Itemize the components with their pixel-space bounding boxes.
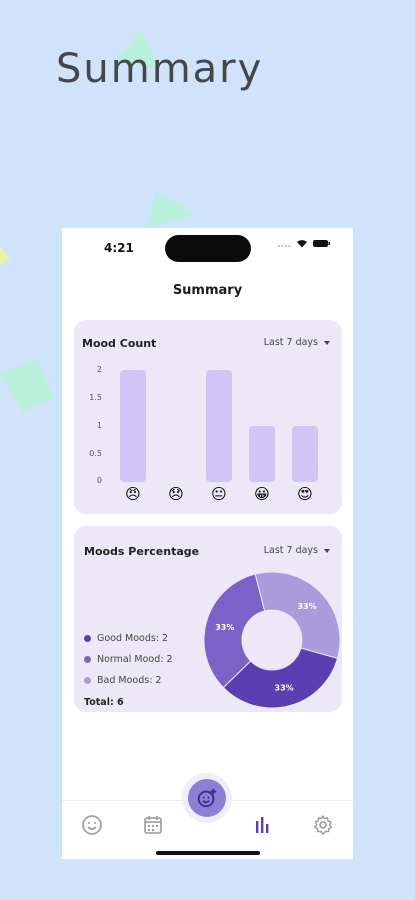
y-tick: 1.5 (89, 393, 102, 402)
legend-dot (84, 656, 91, 663)
y-tick: 0 (96, 476, 102, 485)
mood-count-chart (120, 370, 318, 482)
hero-title: Summary (56, 46, 264, 92)
range-label: Last 7 days (263, 545, 318, 556)
add-mood-icon (197, 788, 217, 808)
screen-title: Summary (172, 283, 243, 298)
moods-percentage-card: Moods Percentage Last 7 days Good Moods:… (74, 526, 342, 712)
legend: Good Moods: 2 Normal Mood: 2 Bad Moods: … (84, 628, 173, 708)
legend-dot (84, 677, 91, 684)
mood-emoji-tick: 😠 (125, 485, 141, 503)
donut-slice (203, 573, 266, 689)
donut-slice (222, 647, 339, 709)
bar (249, 426, 275, 482)
moods-donut-chart: 33% 33% 33% (203, 571, 341, 709)
mood-emoji-tick: 😀 (254, 485, 270, 503)
gear-icon[interactable] (311, 813, 335, 837)
status-icons (277, 239, 331, 248)
status-time: 4:21 (104, 241, 134, 255)
total-label: Total: 6 (84, 697, 124, 708)
mood-emoji-tick: 😍 (297, 485, 313, 503)
legend-item-normal: Normal Mood: 2 (84, 649, 173, 670)
signal-icon (278, 244, 291, 247)
phone-screen: 4:21 Summary Mood Count Last 7 days 2 1.… (62, 228, 353, 859)
status-bar: 4:21 (62, 228, 353, 268)
slice-label: 33% (215, 623, 234, 632)
y-tick: 1 (96, 421, 102, 430)
legend-label: Normal Mood: 2 (97, 654, 173, 665)
moods-percentage-title: Moods Percentage (84, 545, 200, 558)
mood-face-icon[interactable] (80, 813, 104, 837)
range-label: Last 7 days (263, 337, 318, 348)
y-tick: 0.5 (89, 449, 102, 458)
caret-down-icon (324, 340, 330, 345)
slice-label: 33% (297, 602, 316, 611)
caret-down-icon (324, 548, 330, 553)
mood-emoji-tick: 😞 (168, 485, 184, 503)
bottom-navigation (62, 779, 353, 859)
add-mood-button[interactable] (188, 779, 226, 817)
dynamic-island (165, 235, 251, 262)
mood-emoji-tick: 😐 (211, 485, 227, 503)
legend-item-bad: Bad Moods: 2 (84, 670, 173, 691)
mood-count-range-dropdown[interactable]: Last 7 days (264, 337, 330, 348)
bar (206, 370, 232, 482)
bar-chart-icon[interactable] (250, 813, 274, 837)
donut-slice (254, 571, 341, 659)
legend-label: Good Moods: 2 (97, 633, 169, 644)
mood-count-title: Mood Count (82, 337, 157, 350)
y-tick: 2 (96, 365, 102, 374)
calendar-icon[interactable] (141, 813, 165, 837)
legend-label: Bad Moods: 2 (97, 675, 162, 686)
legend-item-good: Good Moods: 2 (84, 628, 173, 649)
wifi-icon (297, 240, 307, 248)
slice-label: 33% (275, 683, 294, 692)
bar (292, 426, 318, 482)
legend-dot (84, 635, 91, 642)
home-indicator (156, 851, 260, 855)
bar (120, 370, 146, 482)
mood-count-card: Mood Count Last 7 days 2 1.5 1 0.5 0 😠 😞 😐… (74, 320, 342, 514)
battery-icon (313, 240, 330, 247)
moods-percentage-range-dropdown[interactable]: Last 7 days (264, 545, 330, 556)
